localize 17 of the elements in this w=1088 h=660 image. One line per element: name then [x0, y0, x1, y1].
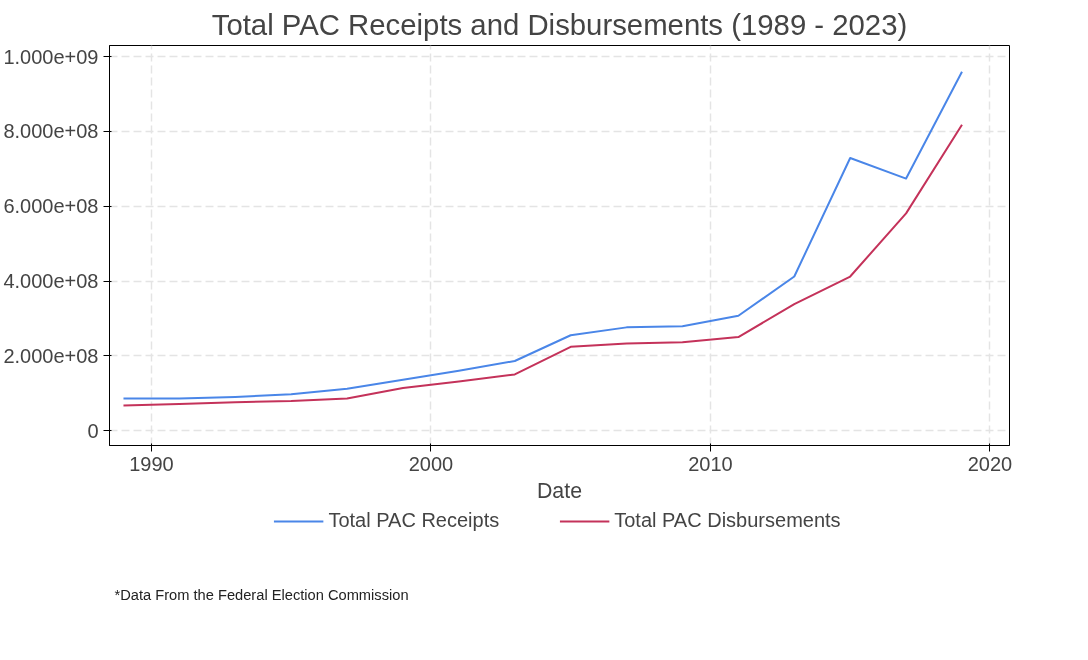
- text: *Data From the Federal Election Commission: [114, 586, 409, 603]
- y-tick-label: 4.000e+08: [3, 270, 99, 293]
- y-tick-label: 1.000e+09: [3, 45, 99, 68]
- chart-title: Total PAC Receipts and Disbursements (1989 - 2023): [211, 7, 908, 41]
- x-tick-label: 2010: [688, 452, 733, 475]
- y-tick-label: 0: [87, 419, 99, 442]
- x-tick-label: 2000: [408, 452, 454, 475]
- line-series: [122, 70, 963, 400]
- x-axis-title: Date: [536, 478, 583, 503]
- x-tick-label: 1990: [129, 452, 174, 475]
- y-tick-label: 8.000e+08: [3, 120, 99, 143]
- y-tick-label: 2.000e+08: [3, 344, 99, 367]
- line-series: [122, 123, 963, 407]
- legend-label: Total PAC Receipts: [328, 509, 500, 532]
- legend-label: Total PAC Disbursements: [614, 509, 841, 532]
- x-tick-label: 2020: [967, 452, 1013, 475]
- y-tick-label: 6.000e+08: [3, 195, 99, 218]
